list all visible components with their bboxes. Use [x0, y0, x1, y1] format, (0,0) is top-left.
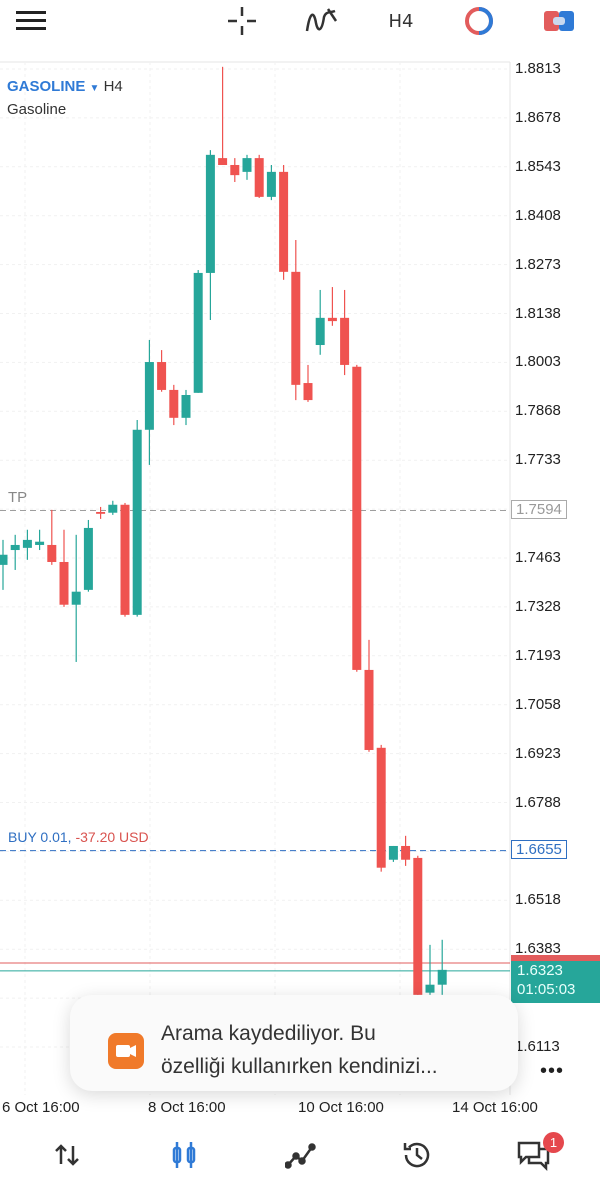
candle-bullish — [266, 171, 276, 197]
x-tick-label: 6 Oct 16:00 — [2, 1099, 80, 1116]
candle-bearish — [401, 845, 411, 860]
y-tick-label: 1.8543 — [515, 157, 561, 175]
candle-bullish — [10, 544, 20, 551]
nav-quotes[interactable] — [47, 1135, 87, 1175]
y-tick-label: 1.7733 — [515, 451, 561, 469]
more-options-button[interactable]: ••• — [540, 1060, 565, 1082]
symbol-description: Gasoline — [7, 101, 67, 118]
candle-bullish — [132, 429, 142, 615]
quotes-arrows-icon — [55, 1144, 79, 1166]
candle-bullish — [181, 395, 191, 418]
bid-price: 1.6323 — [517, 962, 563, 979]
y-tick-label: 1.7328 — [515, 597, 561, 615]
y-tick-label: 1.7868 — [515, 402, 561, 420]
timeframe-button[interactable]: H4 — [388, 10, 414, 32]
crosshair-icon[interactable] — [226, 6, 258, 36]
symbol-timeframe: H4 — [103, 78, 123, 95]
candle-bearish — [59, 561, 69, 605]
candle-countdown: 01:05:03 — [517, 981, 576, 998]
position-line-label[interactable]: BUY 0.01, -37.20 USD — [8, 829, 149, 845]
candle-bearish — [413, 857, 423, 995]
candle-bearish — [291, 271, 301, 385]
y-tick-label: 1.6788 — [515, 793, 561, 811]
current-price-label: 1.6323 01:05:03 — [511, 961, 600, 1003]
candle-bullish — [35, 541, 45, 545]
y-tick-label: 1.6113 — [515, 1038, 560, 1055]
candle-bearish — [340, 317, 350, 365]
candle-bearish — [157, 362, 167, 390]
candle-bullish — [71, 591, 81, 605]
y-tick-label: 1.8408 — [515, 206, 561, 224]
y-tick-label: 1.6383 — [515, 940, 561, 958]
y-tick-label: 1.7463 — [515, 549, 561, 566]
candle-bearish — [218, 158, 228, 165]
candlestick-chart-icon — [172, 1142, 196, 1168]
candle-bullish — [315, 317, 325, 346]
candle-bullish — [22, 539, 32, 548]
x-tick-label: 14 Oct 16:00 — [452, 1099, 538, 1116]
position-price-label: 1.6655 — [511, 840, 567, 859]
messages-badge: 1 — [543, 1132, 564, 1153]
notification-line-1: Arama kaydediliyor. Bu — [161, 1022, 376, 1045]
nav-chart[interactable] — [164, 1135, 204, 1175]
recording-notification[interactable]: Arama kaydediliyor. Bu özelliği kullanır… — [70, 995, 518, 1091]
symbol-name: GASOLINE — [7, 78, 86, 95]
notification-line-2: özelliği kullanırken kendinizi... — [161, 1055, 438, 1078]
x-tick-label: 10 Oct 16:00 — [298, 1099, 384, 1116]
y-tick-label: 1.7058 — [515, 695, 561, 713]
y-tick-label: 1.8003 — [515, 353, 561, 371]
candle-bearish — [254, 158, 264, 197]
candle-bearish — [327, 317, 337, 322]
position-profit: -37.20 USD — [75, 829, 149, 845]
history-icon — [403, 1142, 430, 1168]
price-chart[interactable] — [0, 60, 600, 1100]
candle-bearish — [47, 544, 57, 562]
candle-bullish — [205, 154, 215, 273]
tp-line-label: TP — [8, 489, 28, 506]
candle-bullish — [437, 969, 447, 985]
screen-record-icon — [108, 1033, 144, 1069]
candle-bearish — [120, 504, 130, 615]
dropdown-caret-icon: ▼ — [89, 83, 100, 94]
y-tick-label: 1.7193 — [515, 646, 561, 664]
y-tick-label: 1.6518 — [515, 891, 561, 909]
candle-bullish — [108, 504, 118, 513]
candle-bullish — [425, 984, 435, 993]
x-tick-label: 8 Oct 16:00 — [148, 1099, 226, 1116]
trade-line-icon — [285, 1143, 316, 1169]
candle-bearish — [376, 747, 386, 868]
candle-bullish — [193, 272, 203, 393]
y-tick-label: 1.6923 — [515, 744, 561, 762]
candle-bearish — [364, 669, 374, 750]
top-toolbar: H4 — [0, 0, 600, 44]
y-tick-label: 1.8678 — [515, 108, 561, 126]
candle-bullish — [242, 158, 252, 172]
candle-bearish — [96, 511, 106, 514]
nav-trade[interactable] — [281, 1135, 321, 1175]
candle-bullish — [144, 362, 154, 430]
candle-bearish — [230, 164, 240, 176]
candle-bearish — [352, 366, 362, 670]
ask-price-marker — [511, 955, 600, 961]
candle-bearish — [303, 383, 313, 401]
bottom-navigation — [0, 1135, 600, 1182]
one-click-trading-icon[interactable] — [462, 6, 496, 36]
candle-bearish — [279, 171, 289, 272]
trade-icon[interactable] — [542, 6, 576, 36]
candle-bullish — [83, 527, 93, 590]
y-tick-label: 1.8138 — [515, 304, 561, 322]
y-tick-label: 1.8813 — [515, 60, 561, 77]
symbol-selector[interactable]: GASOLINE ▼ H4 — [7, 78, 123, 95]
indicators-icon[interactable] — [303, 6, 339, 36]
candle-bearish — [169, 389, 179, 418]
tp-price-label: 1.7594 — [511, 500, 567, 519]
nav-history[interactable] — [397, 1135, 437, 1175]
position-volume: BUY 0.01, — [8, 829, 72, 845]
y-tick-label: 1.8273 — [515, 255, 561, 273]
candle-bullish — [388, 845, 398, 860]
candle-bullish — [0, 554, 8, 565]
menu-icon[interactable] — [14, 6, 48, 36]
